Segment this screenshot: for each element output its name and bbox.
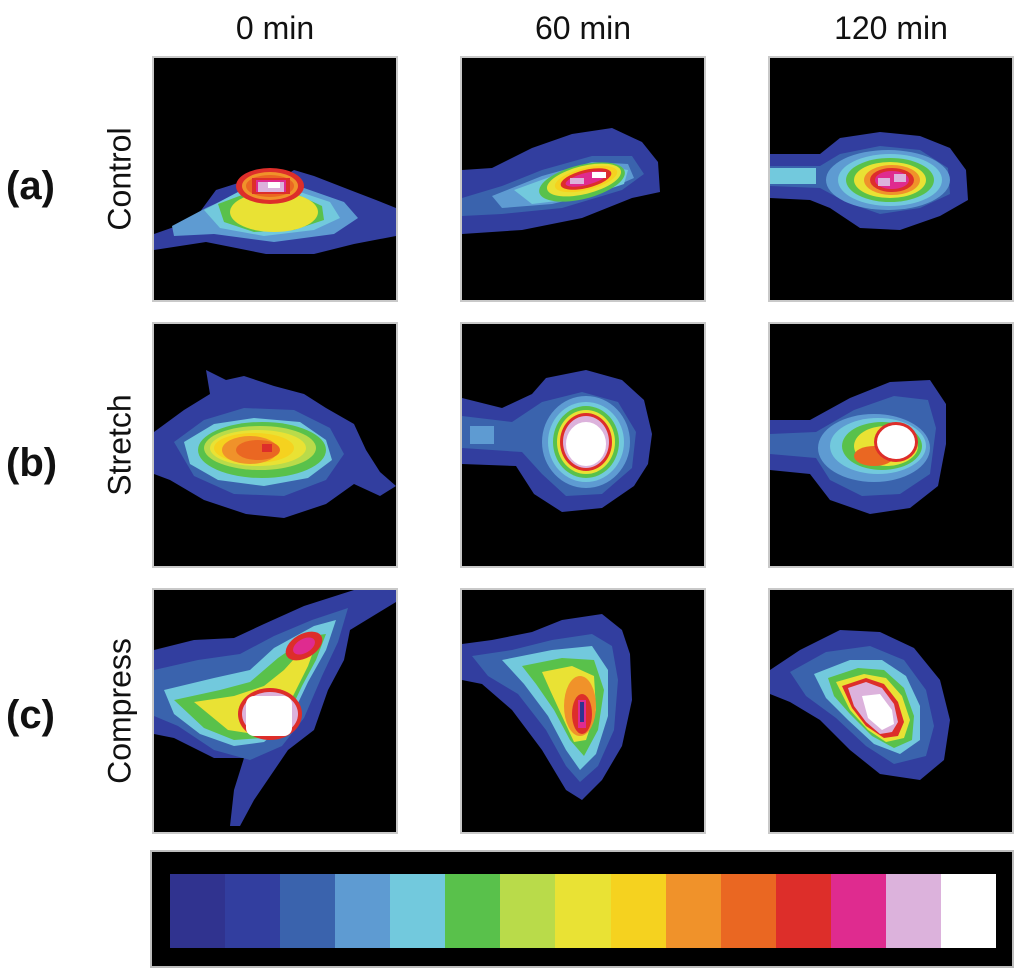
column-header-120: 120 min: [834, 10, 948, 46]
row-letter-a: (a): [6, 164, 55, 208]
color-swatch-7: [555, 874, 611, 948]
heatmap-control-120min: [768, 56, 1014, 302]
color-swatch-6: [500, 874, 556, 948]
color-scale-swatches: [170, 874, 996, 948]
column-header-0: 0 min: [235, 10, 315, 46]
color-swatch-10: [720, 874, 776, 948]
row-label-compress: Compress: [101, 638, 138, 784]
color-swatch-8: [610, 874, 666, 948]
color-swatch-2: [280, 874, 336, 948]
color-swatch-11: [775, 874, 831, 948]
row-letter-b: (b): [6, 441, 58, 485]
color-swatch-14: [940, 874, 996, 948]
color-swatch-0: [170, 874, 226, 948]
color-swatch-4: [390, 874, 446, 948]
color-scale-bar: [150, 850, 1014, 968]
row-label-control: Control: [101, 127, 138, 231]
heatmap-control-60min: [460, 56, 706, 302]
color-swatch-12: [830, 874, 886, 948]
column-header-60: 60 min: [534, 10, 632, 46]
heatmap-compress-0min: [152, 588, 398, 834]
heatmap-compress-60min: [460, 588, 706, 834]
heatmap-stretch-120min: [768, 322, 1014, 568]
row-letter-c: (c): [6, 693, 55, 737]
heatmap-control-0min: [152, 56, 398, 302]
color-swatch-13: [885, 874, 941, 948]
heatmap-stretch-60min: [460, 322, 706, 568]
heatmap-compress-120min: [768, 588, 1014, 834]
color-swatch-5: [445, 874, 501, 948]
color-swatch-1: [225, 874, 281, 948]
color-swatch-9: [665, 874, 721, 948]
row-label-stretch: Stretch: [101, 394, 138, 496]
heatmap-stretch-0min: [152, 322, 398, 568]
color-swatch-3: [335, 874, 391, 948]
